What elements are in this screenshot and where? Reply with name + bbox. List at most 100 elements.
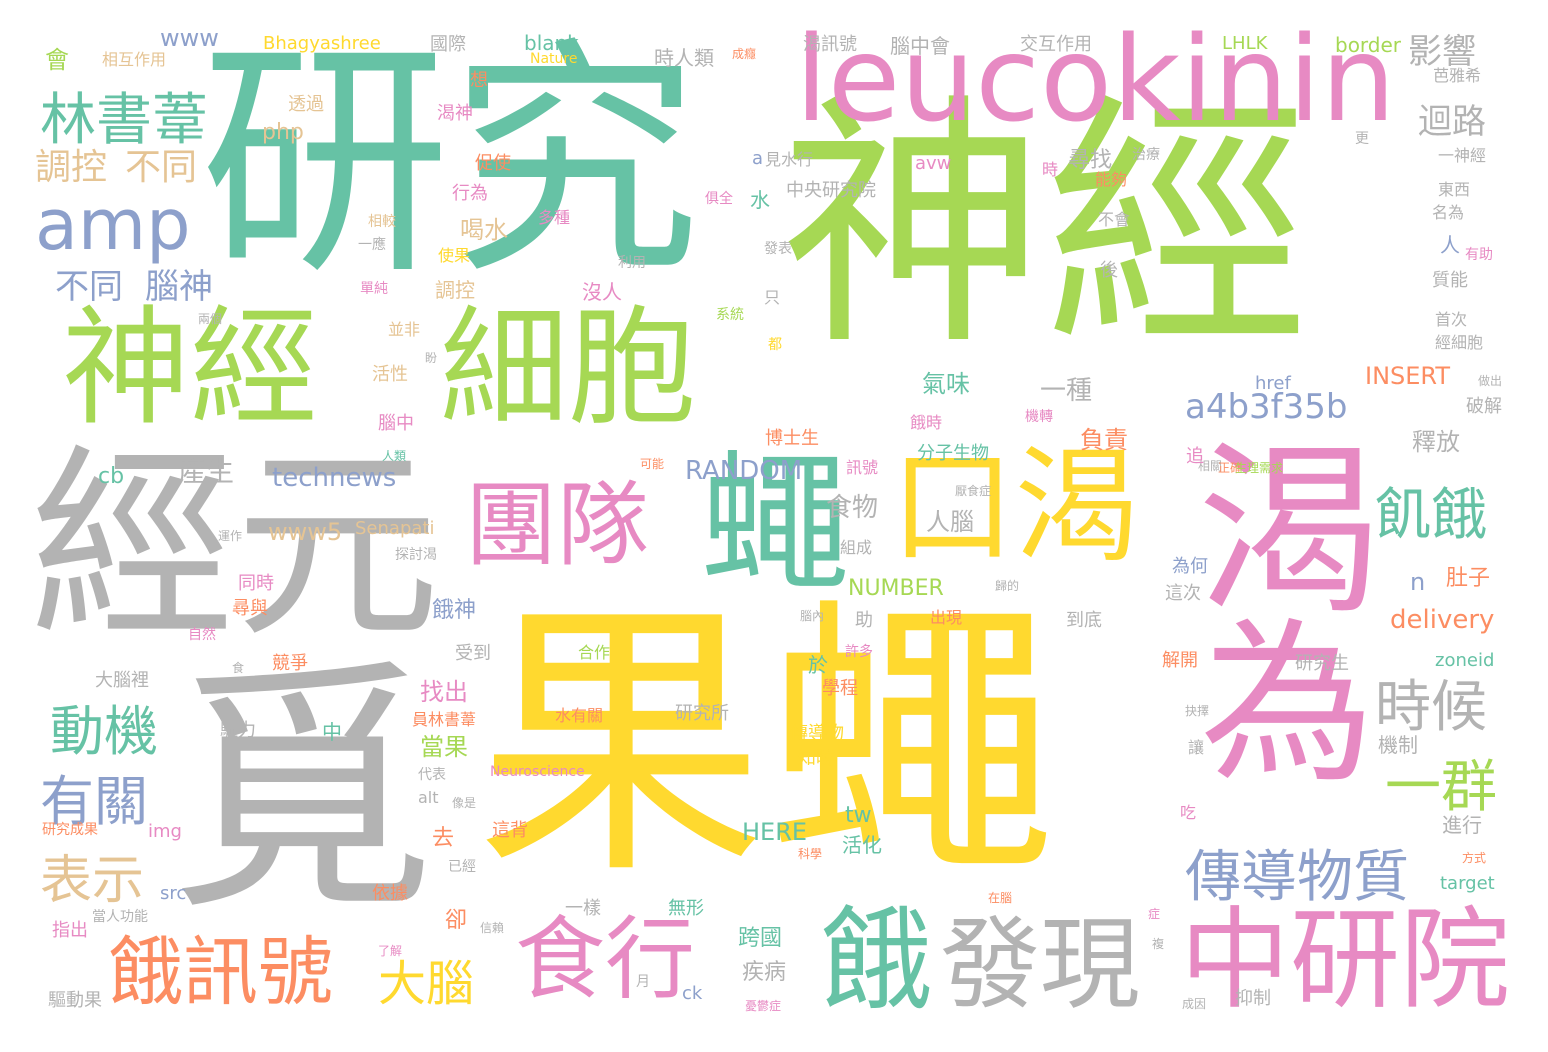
word-37: 肚子 <box>1446 566 1491 591</box>
word-yingxiang: 影響 <box>1408 32 1476 72</box>
word-106: 自然 <box>188 627 216 643</box>
word-52: 抑制 <box>1235 988 1271 1009</box>
word-34: 活化 <box>842 833 882 857</box>
word-92: 治療 <box>1132 147 1160 163</box>
word-97: 只 <box>764 288 781 307</box>
word-95: 發表 <box>764 241 792 257</box>
word-70: 當人功能 <box>92 909 148 925</box>
word-96: 利用 <box>618 255 646 271</box>
word-65: 這背 <box>492 820 528 841</box>
word-114: 生理需求 <box>1235 461 1284 475</box>
word-shihou: 時候 <box>1375 675 1487 740</box>
word-123: 方式 <box>1462 851 1487 865</box>
word-src: src <box>160 883 187 904</box>
word-n: n <box>1410 568 1426 596</box>
word-50: 跨國 <box>738 926 783 951</box>
word-jie: 飢餓 <box>1375 483 1487 548</box>
word-07: 透過 <box>288 94 324 115</box>
word-butong-1: 不同 <box>125 147 198 188</box>
word-nature: Nature <box>530 51 578 67</box>
word-68: 依據 <box>372 883 408 904</box>
word-128: 信賴 <box>480 921 505 935</box>
word-108: 助 <box>855 610 873 631</box>
word-105: 探討渴 <box>395 547 437 563</box>
word-84: 相較 <box>368 214 396 230</box>
word-109: 出現 <box>930 608 963 627</box>
word-125: 代表 <box>418 767 446 783</box>
word-mi: 覓 <box>170 638 435 946</box>
word-74: 驅力 <box>220 720 256 741</box>
word-83: 一應 <box>358 237 386 253</box>
word-php: php <box>262 120 304 145</box>
word-cb: cb <box>98 464 125 489</box>
word-130: 複 <box>1152 937 1165 951</box>
word-93: 時 <box>1042 160 1059 179</box>
word-124: 像是 <box>452 796 477 810</box>
word-huilu: 迴路 <box>1418 102 1486 142</box>
word-kouke: 口渴 <box>890 435 1140 580</box>
word-56: 傳導物 <box>790 723 844 744</box>
word-shenjing-large: 神經 <box>780 73 1310 381</box>
word-22: 負責 <box>1080 426 1128 454</box>
word-102: 會 <box>45 46 69 74</box>
word-66: 一樣 <box>565 898 601 919</box>
word-tw: tw <box>845 803 872 828</box>
word-88: 不會 <box>1098 210 1131 229</box>
word-blank: blank <box>524 31 579 55</box>
word-78: 同時 <box>238 573 274 594</box>
word-05: 交互作用 <box>1020 34 1092 55</box>
word-59: 到底 <box>1066 610 1102 631</box>
word-17: 見水行 <box>765 150 814 169</box>
word-25: 人腦 <box>926 508 974 536</box>
word-leucokinin: leucokinin <box>795 10 1396 148</box>
word-76: 競爭 <box>272 653 308 674</box>
word-13: 使果 <box>438 246 471 265</box>
word-shenjing-mid: 神經 <box>62 294 319 443</box>
word-exunhao: 餓訊號 <box>108 928 334 1016</box>
word-butong-2: 不同 <box>55 267 123 307</box>
word-132: 成因 <box>1182 997 1207 1011</box>
word-target: target <box>1440 873 1495 894</box>
word-67: 無形 <box>668 898 704 919</box>
word-04: 腦中會 <box>890 34 950 58</box>
word-yanjiu: 研究 <box>200 17 700 308</box>
word-bhagyashree: Bhagyashree <box>263 33 381 54</box>
word-111: 相關 <box>1198 459 1223 473</box>
word-89: 後 <box>1100 260 1118 281</box>
word-122: 抉擇 <box>1185 704 1210 718</box>
word-neuroscience: Neuroscience <box>490 764 585 780</box>
word-03: 渴訊號 <box>803 34 857 55</box>
word-57: 知曉 <box>798 748 834 769</box>
word-ying: 蠅 <box>700 438 851 612</box>
word-42: 首次 <box>1435 310 1468 329</box>
word-127: 科學 <box>798 847 823 861</box>
word-09: 促使 <box>475 153 511 174</box>
word-103: 人類 <box>382 449 407 463</box>
word-55: 學程 <box>822 678 858 699</box>
word-36: 機制 <box>1378 733 1418 757</box>
word-46: 一神經 <box>1438 146 1487 165</box>
word-60: 這次 <box>1165 583 1201 604</box>
word-img: img <box>148 821 182 842</box>
word-136: 做出 <box>1478 374 1503 388</box>
word-54: 研究所 <box>675 703 729 724</box>
word-29: 餓時 <box>910 413 943 432</box>
word-01: 相互作用 <box>102 50 167 69</box>
word-41: 名為 <box>1432 203 1465 222</box>
word-10: 行為 <box>452 183 488 204</box>
word-xibao: 細胞 <box>440 294 697 443</box>
word-border: border <box>1335 33 1402 57</box>
word-28: 博士生 <box>765 428 819 449</box>
word-119: 機轉 <box>1025 409 1053 425</box>
word-112: 正確 <box>1218 461 1243 475</box>
word-31: 找出 <box>420 678 468 706</box>
word-101: 成癮 <box>732 47 757 61</box>
word-dongji: 動機 <box>50 700 158 763</box>
word-100: 兩個 <box>198 312 223 326</box>
word-11: 喝水 <box>460 216 508 244</box>
word-99: 都 <box>768 337 782 353</box>
word-15: 沒人 <box>582 280 622 304</box>
word-81: 並非 <box>388 320 421 339</box>
word-yiqun: 一群 <box>1385 755 1497 820</box>
